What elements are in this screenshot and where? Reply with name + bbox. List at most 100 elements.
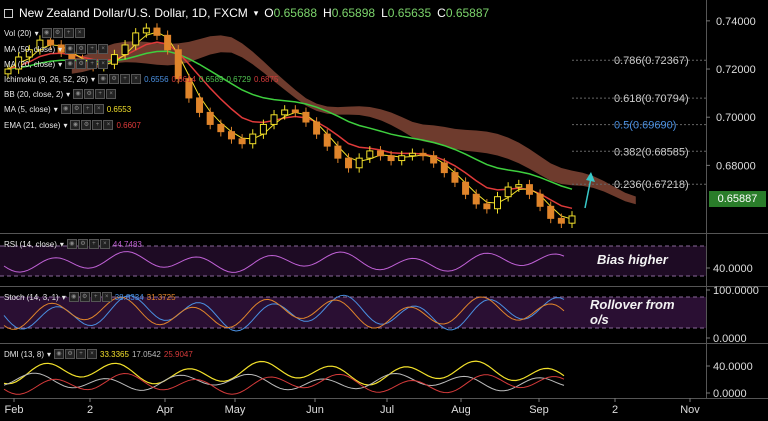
candle-body: [483, 203, 491, 210]
candle-body: [36, 39, 44, 51]
add-icon[interactable]: +: [95, 89, 106, 99]
eye-icon[interactable]: ◉: [54, 349, 65, 359]
close-icon[interactable]: ×: [93, 104, 104, 114]
chevron-down-icon[interactable]: ▾: [53, 104, 58, 114]
settings-icon[interactable]: ⚙: [84, 89, 95, 99]
ohlc-open-label: O: [264, 6, 274, 20]
add-icon[interactable]: +: [88, 239, 99, 249]
indicator-name[interactable]: BB (20, close, 2): [4, 89, 64, 99]
settings-icon[interactable]: ⚙: [76, 44, 87, 54]
settings-icon[interactable]: ⚙: [77, 239, 88, 249]
main-pane[interactable]: [0, 0, 706, 233]
symbol-header[interactable]: New Zealand Dollar/U.S. Dollar, 1D, FXCM…: [4, 6, 489, 20]
close-icon[interactable]: ×: [101, 292, 112, 302]
add-icon[interactable]: +: [82, 104, 93, 114]
dmi-pane[interactable]: [0, 345, 706, 398]
add-icon[interactable]: +: [92, 120, 103, 130]
close-icon[interactable]: ×: [106, 89, 117, 99]
indicator-legend-row[interactable]: EMA (21, close) ▾ ◉ ⚙ + × 0.6607: [4, 120, 141, 130]
indicator-name[interactable]: MA (50, close): [4, 44, 56, 54]
rsi-name[interactable]: RSI (14, close): [4, 239, 57, 249]
add-icon[interactable]: +: [87, 44, 98, 54]
dmi-axis[interactable]: 40.0000 0.0000: [706, 361, 753, 400]
eye-icon[interactable]: ◉: [65, 59, 76, 69]
indicator-name[interactable]: Vol (20): [4, 28, 32, 38]
eye-icon[interactable]: ◉: [41, 28, 52, 38]
candle-body: [504, 186, 512, 198]
fib-levels: 0.786(0.72367) 0.618(0.70794) 0.5(0.69690)…: [572, 55, 706, 191]
chevron-down-icon[interactable]: ▾: [91, 74, 96, 84]
eye-icon[interactable]: ◉: [60, 104, 71, 114]
add-icon[interactable]: +: [76, 349, 87, 359]
chevron-down-icon[interactable]: ▾: [59, 239, 64, 249]
add-icon[interactable]: +: [120, 74, 131, 84]
close-icon[interactable]: ×: [98, 59, 109, 69]
add-icon[interactable]: +: [63, 28, 74, 38]
chevron-down-icon[interactable]: ▾: [63, 120, 68, 130]
add-icon[interactable]: +: [87, 59, 98, 69]
candle-body: [185, 78, 193, 99]
indicator-legend-row[interactable]: BB (20, close, 2) ▾ ◉ ⚙ + ×: [4, 89, 117, 99]
rsi-legend[interactable]: RSI (14, close) ▾ ◉ ⚙ + × 44.7483: [4, 239, 142, 249]
settings-icon[interactable]: ⚙: [109, 74, 120, 84]
settings-icon[interactable]: ⚙: [79, 292, 90, 302]
chevron-down-icon[interactable]: ▾: [253, 7, 259, 18]
close-icon[interactable]: ×: [74, 28, 85, 38]
close-icon[interactable]: ×: [87, 349, 98, 359]
rsi-axis[interactable]: 40.0000: [706, 263, 753, 275]
chevron-down-icon[interactable]: ▾: [58, 59, 63, 69]
chevron-down-icon[interactable]: ▾: [58, 44, 63, 54]
ohlc-low-label: L: [381, 6, 388, 20]
time-axis[interactable]: Feb 2 Apr May Jun Jul Aug Sep 2 Nov: [5, 398, 701, 416]
settings-icon[interactable]: ⚙: [65, 349, 76, 359]
chevron-down-icon[interactable]: ▾: [61, 292, 66, 302]
stoch-axis[interactable]: 100.0000 0.0000: [706, 285, 759, 345]
settings-icon[interactable]: ⚙: [81, 120, 92, 130]
close-icon[interactable]: ×: [131, 74, 142, 84]
settings-icon[interactable]: ⚙: [76, 59, 87, 69]
stoch-name[interactable]: Stoch (14, 3, 1): [4, 292, 59, 302]
time-tick-label: Aug: [451, 404, 471, 416]
chevron-down-icon[interactable]: ▾: [47, 349, 52, 359]
price-axis[interactable]: 0.74000 0.72000 0.70000 0.68000: [706, 16, 756, 173]
eye-icon[interactable]: ◉: [98, 74, 109, 84]
indicator-legend-row[interactable]: MA (5, close) ▾ ◉ ⚙ + × 0.6553: [4, 104, 131, 114]
add-icon[interactable]: +: [90, 292, 101, 302]
indicator-buttons: ◉ ⚙ + ×: [65, 59, 109, 69]
time-tick-label: 2: [87, 404, 93, 416]
indicator-name[interactable]: MA (20, close): [4, 59, 56, 69]
eye-icon[interactable]: ◉: [65, 44, 76, 54]
indicator-name[interactable]: MA (5, close): [4, 104, 51, 114]
close-icon[interactable]: ×: [103, 120, 114, 130]
stoch-d-line: [3, 296, 565, 330]
stoch-legend[interactable]: Stoch (14, 3, 1) ▾ ◉ ⚙ + × 38.8334 31.3725: [4, 292, 176, 302]
candle-body: [345, 157, 353, 169]
price-tick-label: 0.70000: [716, 112, 756, 124]
indicator-legend-row[interactable]: MA (20, close) ▾ ◉ ⚙ + ×: [4, 59, 109, 69]
candle-body: [153, 27, 161, 36]
indicator-name[interactable]: EMA (21, close): [4, 120, 61, 130]
chevron-down-icon[interactable]: ▾: [66, 89, 71, 99]
indicator-legend-row[interactable]: MA (50, close) ▾ ◉ ⚙ + ×: [4, 44, 109, 54]
close-icon[interactable]: ×: [98, 44, 109, 54]
dmi-legend[interactable]: DMI (13, 8) ▾ ◉ ⚙ + × 33.3365 17.0542 25.90…: [4, 349, 193, 359]
eye-icon[interactable]: ◉: [70, 120, 81, 130]
candle-body: [217, 123, 225, 133]
ohlc-close-value: 0.65887: [445, 6, 490, 20]
eye-icon[interactable]: ◉: [66, 239, 77, 249]
eye-icon[interactable]: ◉: [73, 89, 84, 99]
symbol-title[interactable]: New Zealand Dollar/U.S. Dollar, 1D, FXCM: [19, 6, 248, 20]
chevron-down-icon[interactable]: ▾: [34, 28, 39, 38]
indicator-name[interactable]: Ichimoku (9, 26, 52, 26): [4, 74, 89, 84]
dmi-name[interactable]: DMI (13, 8): [4, 349, 45, 359]
settings-icon[interactable]: ⚙: [52, 28, 63, 38]
indicator-legend-row[interactable]: Ichimoku (9, 26, 52, 26) ▾ ◉ ⚙ + × 0.6556 0.661…: [4, 74, 278, 84]
candle-body: [206, 111, 214, 125]
stoch-legend-buttons: ◉ ⚙ + ×: [68, 292, 112, 302]
settings-icon[interactable]: ⚙: [71, 104, 82, 114]
indicator-legend-row[interactable]: Vol (20) ▾ ◉ ⚙ + ×: [4, 28, 85, 38]
stoch-k-line: [3, 294, 565, 332]
close-icon[interactable]: ×: [99, 239, 110, 249]
eye-icon[interactable]: ◉: [68, 292, 79, 302]
rsi-line: [3, 251, 565, 273]
